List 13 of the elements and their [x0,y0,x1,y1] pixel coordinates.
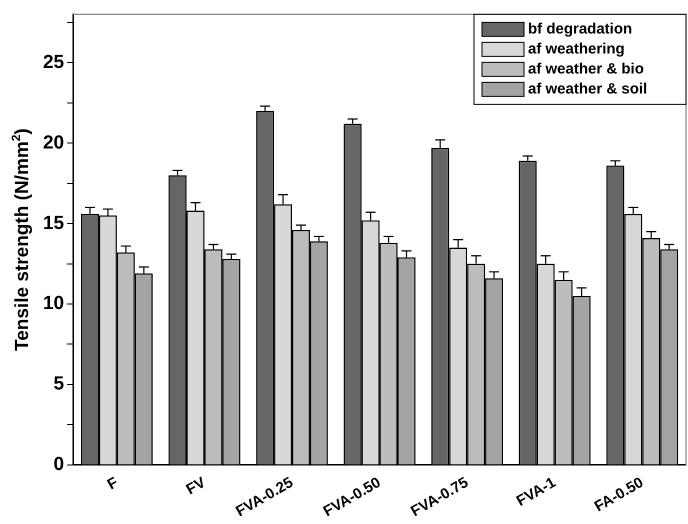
y-tick-label: 20 [42,132,64,154]
y-axis-title: Tensile strength (N/mm2) [9,128,33,352]
legend-label: af weather & bio [528,60,644,78]
y-tick-label: 15 [42,212,65,234]
y-tick-label: 5 [54,374,65,395]
legend-label: af weather & soil [528,80,648,98]
x-tick-label: F [104,474,121,494]
legend-label: bf degradation [528,20,632,38]
y-tick-label: 10 [42,293,64,314]
y-tick-label: 25 [42,52,65,73]
legend-label: af weathering [528,40,625,58]
x-tick-label: FV [183,474,209,498]
y-tick-label: 0 [54,454,64,476]
